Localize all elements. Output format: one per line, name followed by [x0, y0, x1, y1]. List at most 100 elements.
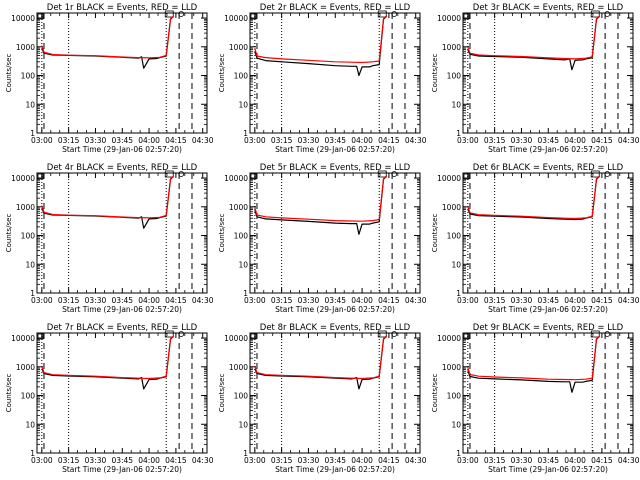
y-tick-label: 10	[238, 420, 248, 429]
y-tick-label: 100	[234, 232, 249, 241]
chart-title: Det 7r BLACK = Events, RED = LLD	[47, 323, 198, 333]
chart-title: Det 4r BLACK = Events, RED = LLD	[47, 163, 198, 173]
y-tick-label: 100	[447, 232, 462, 241]
y-tick-label: 100	[21, 72, 36, 81]
plot-frame	[36, 12, 208, 134]
panel-det-5: Det 5r BLACK = Events, RED = LLD Counts/s…	[218, 163, 427, 314]
plot-frame	[249, 12, 421, 134]
series-lld-line	[467, 175, 601, 220]
x-tick-label: 03:15	[58, 136, 80, 145]
x-tick-label: 04:30	[618, 456, 640, 465]
series-lld-line	[254, 175, 388, 222]
x-tick-label: 04:00	[138, 136, 160, 145]
y-axis-label: Counts/sec	[5, 54, 13, 93]
x-tick-label: 03:45	[324, 456, 346, 465]
square-marker	[463, 333, 470, 340]
x-tick-label: 03:15	[271, 136, 293, 145]
y-tick-label: 1000	[442, 203, 461, 212]
square-marker	[37, 13, 44, 20]
plot-frame	[462, 12, 634, 134]
plot-frame	[36, 172, 208, 294]
y-tick-label: 10000	[11, 14, 35, 23]
chart-title: Det 8r BLACK = Events, RED = LLD	[260, 323, 411, 333]
x-tick-label: 03:00	[244, 136, 266, 145]
x-axis-label: Start Time (29-Jan-06 02:57:20)	[275, 465, 395, 474]
square-marker	[590, 170, 600, 178]
panel-det-3: Det 3r BLACK = Events, RED = LLD Counts/s…	[431, 3, 640, 154]
x-axis-label: Start Time (29-Jan-06 02:57:20)	[488, 465, 608, 474]
y-tick-label: 1	[456, 449, 461, 458]
x-tick-label: 04:00	[351, 456, 373, 465]
chart-title: Det 5r BLACK = Events, RED = LLD	[260, 163, 411, 173]
x-tick-label: 04:15	[378, 456, 400, 465]
square-marker	[590, 330, 600, 338]
y-tick-label: 100	[447, 72, 462, 81]
circle-marker	[178, 11, 185, 17]
x-tick-label: 04:00	[138, 456, 160, 465]
x-tick-label: 04:15	[591, 136, 613, 145]
y-tick-label: 10	[238, 100, 248, 109]
series-events-line	[254, 335, 388, 390]
y-tick-label: 1000	[16, 43, 35, 52]
y-tick-label: 1000	[442, 363, 461, 372]
y-tick-label: 10	[451, 100, 461, 109]
x-tick-label: 03:30	[85, 296, 107, 305]
x-axis-label: Start Time (29-Jan-06 02:57:20)	[275, 145, 395, 154]
x-tick-label: 03:15	[271, 296, 293, 305]
x-tick-label: 04:00	[351, 136, 373, 145]
x-tick-label: 03:15	[271, 456, 293, 465]
x-tick-label: 04:30	[405, 136, 427, 145]
x-tick-label: 03:00	[457, 456, 479, 465]
y-tick-label: 1	[456, 289, 461, 298]
x-tick-label: 03:30	[85, 456, 107, 465]
x-tick-label: 03:15	[58, 456, 80, 465]
series-events-line	[254, 175, 388, 235]
series-events-line	[41, 335, 175, 390]
x-tick-label: 04:15	[165, 456, 187, 465]
x-tick-label: 03:30	[511, 296, 533, 305]
x-tick-label: 04:30	[192, 136, 214, 145]
y-tick-label: 1000	[16, 363, 35, 372]
y-tick-label: 1	[456, 129, 461, 138]
circle-marker	[178, 331, 185, 337]
y-tick-label: 100	[234, 72, 249, 81]
x-tick-label: 04:15	[165, 296, 187, 305]
square-marker	[164, 170, 174, 178]
series-lld-line	[467, 15, 601, 60]
y-tick-label: 1	[30, 289, 35, 298]
x-tick-label: 03:15	[484, 136, 506, 145]
y-tick-label: 10000	[224, 334, 248, 343]
x-axis-label: Start Time (29-Jan-06 02:57:20)	[488, 305, 608, 314]
series-lld-line	[467, 335, 601, 381]
square-marker	[164, 10, 174, 18]
series-events-line	[41, 175, 175, 229]
y-tick-label: 1000	[229, 203, 248, 212]
y-tick-label: 1000	[229, 43, 248, 52]
y-tick-label: 10000	[224, 174, 248, 183]
x-tick-label: 03:00	[31, 296, 53, 305]
square-marker	[590, 10, 600, 18]
x-tick-label: 04:15	[165, 136, 187, 145]
y-axis-label: Counts/sec	[431, 54, 439, 93]
square-marker	[164, 330, 174, 338]
square-marker	[377, 330, 387, 338]
x-tick-label: 03:30	[85, 136, 107, 145]
panel-det-1: Det 1r BLACK = Events, RED = LLD Counts/s…	[5, 3, 214, 154]
x-tick-label: 04:15	[591, 456, 613, 465]
x-tick-label: 04:30	[618, 136, 640, 145]
series-events-line	[467, 15, 601, 71]
y-tick-label: 1	[243, 289, 248, 298]
circle-marker	[391, 11, 398, 17]
y-tick-label: 10000	[437, 334, 461, 343]
x-axis-label: Start Time (29-Jan-06 02:57:20)	[62, 465, 182, 474]
x-tick-label: 04:00	[138, 296, 160, 305]
chart-title: Det 1r BLACK = Events, RED = LLD	[47, 3, 198, 13]
y-tick-label: 1	[243, 129, 248, 138]
panel-det-9: Det 9r BLACK = Events, RED = LLD Counts/s…	[431, 323, 640, 474]
x-tick-label: 03:30	[298, 456, 320, 465]
x-tick-label: 03:15	[484, 296, 506, 305]
y-axis-label: Counts/sec	[218, 54, 226, 93]
x-axis-label: Start Time (29-Jan-06 02:57:20)	[488, 145, 608, 154]
x-tick-label: 03:00	[31, 456, 53, 465]
